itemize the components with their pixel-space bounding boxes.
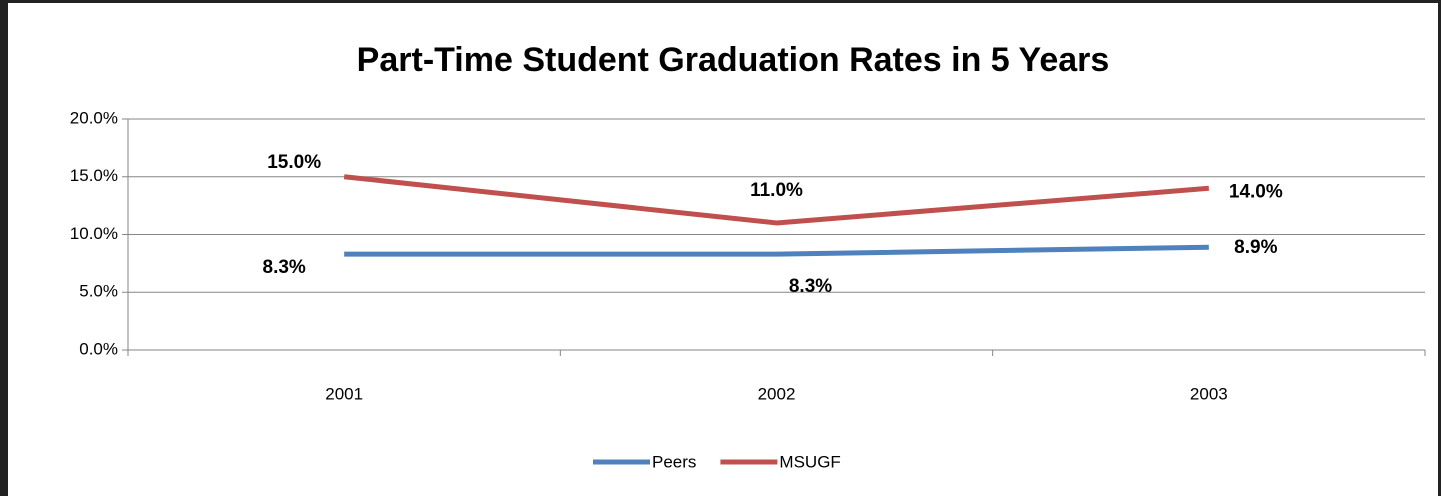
y-tick-label: 20.0%: [70, 108, 118, 127]
y-tick-label: 0.0%: [79, 339, 118, 358]
line-series: [344, 244, 1209, 257]
data-label: 11.0%: [750, 180, 803, 201]
chart-title: Part-Time Student Graduation Rates in 5 …: [357, 41, 1110, 79]
y-tick-label: 5.0%: [79, 282, 118, 301]
x-tick-label: 2002: [758, 384, 796, 403]
legend-label: MSUGF: [779, 452, 840, 471]
legend-label: Peers: [652, 452, 696, 471]
data-label: 8.9%: [1234, 237, 1277, 258]
line-series: [343, 174, 1210, 226]
data-label: 8.3%: [789, 276, 832, 297]
data-label: 8.3%: [263, 257, 306, 278]
y-tick-label: 15.0%: [70, 166, 118, 185]
data-label: 14.0%: [1229, 181, 1283, 202]
x-tick-label: 2003: [1190, 384, 1228, 403]
y-tick-label: 10.0%: [70, 224, 118, 243]
x-tick-label: 2001: [325, 384, 363, 403]
data-label: 15.0%: [267, 152, 321, 173]
frame-left: [0, 0, 8, 496]
